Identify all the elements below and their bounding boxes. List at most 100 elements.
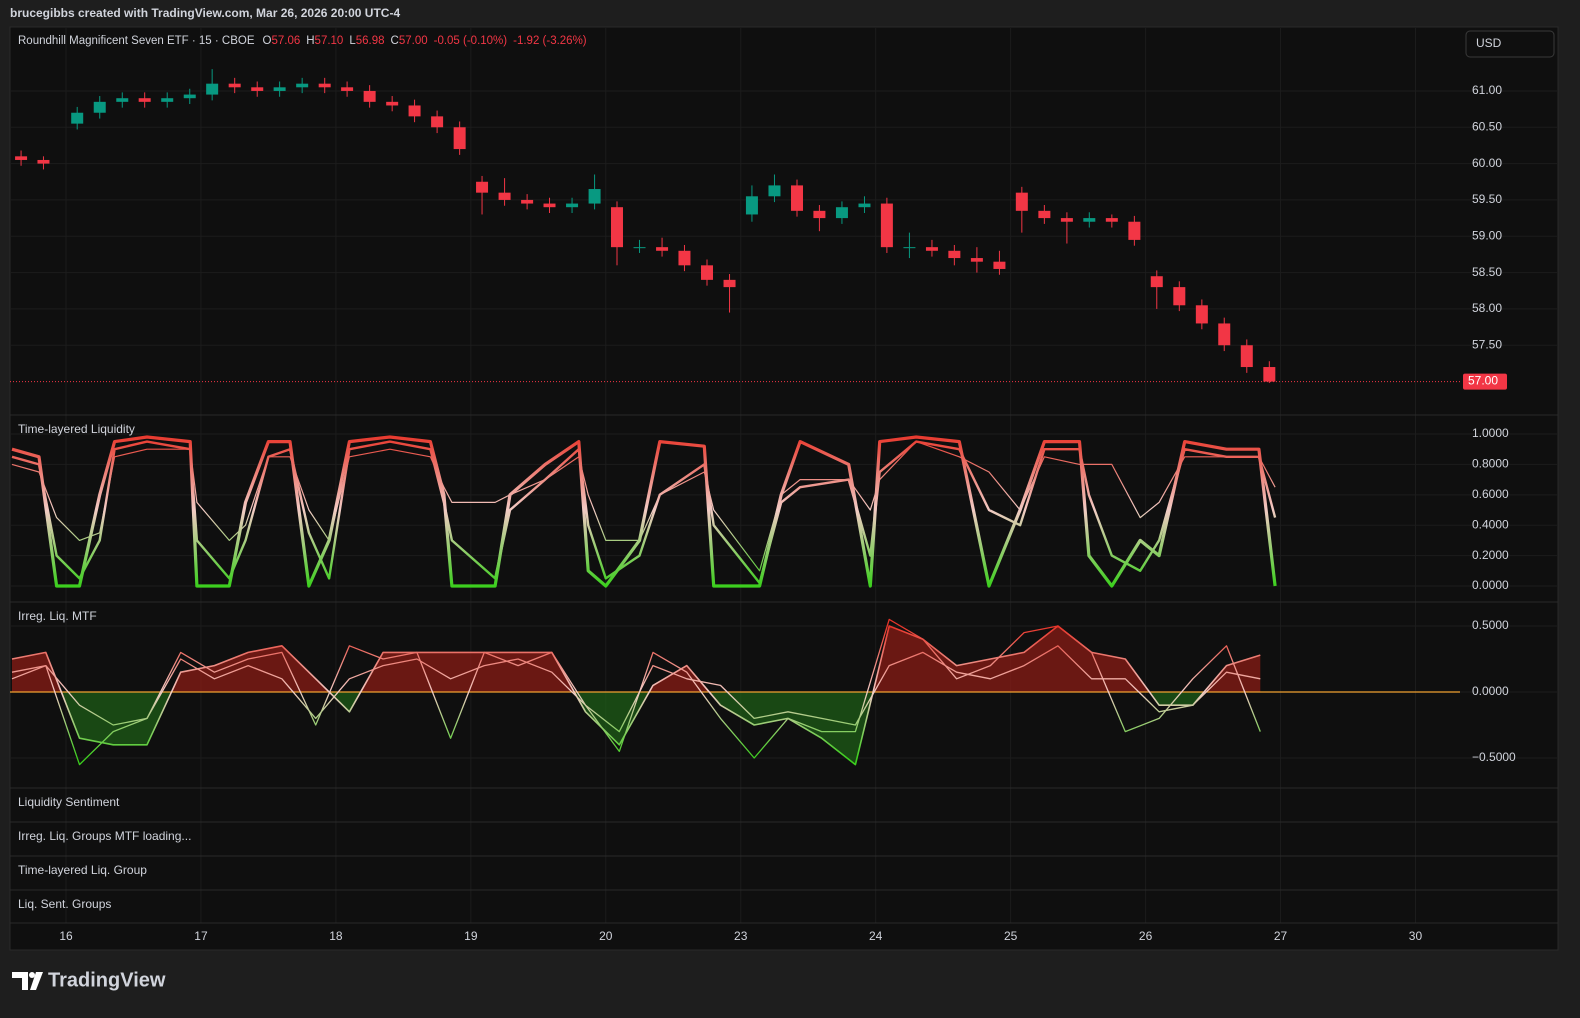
indicator-line <box>11 440 1277 585</box>
y-tick-label: 0.6000 <box>1472 487 1509 501</box>
candle-body <box>1105 218 1118 222</box>
x-tick-label: 23 <box>734 929 748 943</box>
candle-body <box>296 83 309 88</box>
logo-mark <box>30 972 43 990</box>
logo <box>12 972 43 990</box>
y-tick-label: 59.00 <box>1472 228 1502 242</box>
ohlc-key: O <box>263 35 272 47</box>
symbol: Roundhill Magnificent Seven ETF · 15 · C… <box>18 35 255 47</box>
indicator-line <box>11 618 1261 766</box>
candle-body <box>37 159 50 164</box>
candle-body <box>903 247 916 249</box>
candle-body <box>1150 276 1163 288</box>
candle-body <box>543 203 556 208</box>
indicator-line <box>11 435 1277 588</box>
candle-body <box>93 101 106 113</box>
candle-body <box>948 250 961 259</box>
candle-body <box>408 105 421 117</box>
y-tick-label: 60.50 <box>1472 119 1502 133</box>
x-tick-label: 18 <box>329 929 343 943</box>
ohlc-key: H <box>306 35 314 47</box>
candle-body <box>925 247 938 251</box>
x-tick-label: 16 <box>59 929 73 943</box>
ohlc-value: 57.06 <box>271 35 300 47</box>
x-tick-label: 24 <box>869 929 883 943</box>
y-tick-label: 0.0000 <box>1472 578 1509 592</box>
candle-body <box>116 98 129 102</box>
candle-body <box>1218 323 1231 346</box>
x-tick-label: 30 <box>1409 929 1423 943</box>
candle-body <box>453 127 466 150</box>
candle-body <box>745 196 758 215</box>
candle-body <box>1060 218 1073 222</box>
indicator-line <box>11 441 1276 572</box>
pane-title: Liq. Sent. Groups <box>18 897 111 911</box>
x-tick-label: 26 <box>1139 929 1153 943</box>
candle-body <box>363 90 376 102</box>
candle-body <box>15 156 28 160</box>
candle-body <box>993 261 1006 269</box>
candle-body <box>183 94 196 99</box>
candle-body <box>1038 210 1051 219</box>
currency[interactable]: USD <box>1476 36 1502 50</box>
candle-body <box>1173 287 1186 306</box>
change: -0.05 (-0.10%) <box>434 35 508 47</box>
candle-body <box>700 265 713 280</box>
indicator-line <box>11 645 1261 733</box>
y-tick-label: 0.4000 <box>1472 517 1509 531</box>
y-tick-label: 58.50 <box>1472 265 1502 279</box>
y-tick-label: −0.5000 <box>1472 750 1516 764</box>
ohlc-value: 57.00 <box>399 35 428 47</box>
y-tick-label: 0.2000 <box>1472 548 1509 562</box>
candle-body <box>813 210 826 219</box>
y-tick-label: 60.00 <box>1472 156 1502 170</box>
candle-body <box>386 101 399 106</box>
candle-body <box>610 207 623 248</box>
candle-body <box>1240 345 1253 368</box>
pane-title: Irreg. Liq. MTF <box>18 609 97 623</box>
candle-body <box>1263 367 1276 382</box>
y-tick-label: 0.5000 <box>1472 618 1509 632</box>
candle-body <box>858 203 871 208</box>
candle-body <box>835 207 848 219</box>
symbol-legend: Roundhill Magnificent Seven ETF · 15 · C… <box>18 35 587 47</box>
indicator-line <box>11 625 1261 766</box>
candle-body <box>341 87 354 91</box>
pane-title: Liquidity Sentiment <box>18 795 120 809</box>
pane-title: Time-layered Liq. Group <box>18 863 147 877</box>
pane-title: Time-layered Liquidity <box>18 422 135 436</box>
last-price-tag <box>1463 373 1507 390</box>
candle-body <box>768 185 781 197</box>
candle-body <box>880 203 893 248</box>
candle-body <box>521 199 534 204</box>
x-tick-label: 25 <box>1004 929 1018 943</box>
y-tick-label: 58.00 <box>1472 301 1502 315</box>
candle-body <box>1128 221 1141 240</box>
candle-body <box>1015 192 1028 211</box>
ohlc-key: C <box>391 35 399 47</box>
x-tick-label: 17 <box>194 929 208 943</box>
candle-body <box>431 116 444 128</box>
candle-body <box>206 83 219 95</box>
candle-body <box>251 87 264 91</box>
currency-button[interactable] <box>1465 30 1555 58</box>
ohlc-value: 57.10 <box>315 35 344 47</box>
logo-mark <box>12 972 28 990</box>
x-tick-label: 27 <box>1274 929 1288 943</box>
y-tick-label: 0.8000 <box>1472 457 1509 471</box>
y-tick-label: 61.00 <box>1472 83 1502 97</box>
y-tick-label: 57.50 <box>1472 337 1502 351</box>
candle-body <box>588 189 601 204</box>
pane-title: Irreg. Liq. Groups MTF loading... <box>18 829 191 843</box>
x-tick-label: 20 <box>599 929 613 943</box>
candle-body <box>1195 305 1208 324</box>
candle-body <box>723 279 736 288</box>
candle-body <box>566 203 579 208</box>
candle-body <box>1083 218 1096 222</box>
candle-body <box>476 181 489 193</box>
attribution: brucegibbs created with TradingView.com,… <box>10 6 400 20</box>
candle-body <box>656 247 669 251</box>
brand: TradingView <box>48 969 166 991</box>
